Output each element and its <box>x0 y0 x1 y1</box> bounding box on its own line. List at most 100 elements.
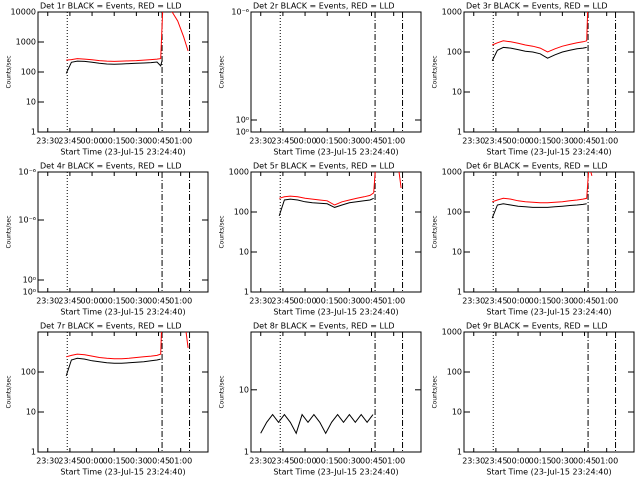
x-tick-label: 00:45 <box>147 137 170 146</box>
x-tick-label: 00:15 <box>529 137 552 146</box>
x-tick-label: 00:45 <box>360 457 383 466</box>
y-tick-label: 1000 <box>442 328 462 337</box>
x-tick-label: 00:45 <box>360 137 383 146</box>
y-tick-label: 10⁻⁶ <box>18 168 36 177</box>
plot-frame <box>37 171 209 293</box>
panel-title: Det 5r BLACK = Events, RED = LLD <box>253 162 395 171</box>
x-tick-label: 00:00 <box>81 457 104 466</box>
y-tick-label: 10 <box>239 248 249 257</box>
x-tick-label: 00:45 <box>360 297 383 306</box>
x-axis-label: Start Time (23-Jul-15 23:24:40) <box>486 148 611 157</box>
y-axis-label: Counts/sec <box>432 55 439 88</box>
x-tick-label: 23:30 <box>249 457 272 466</box>
x-axis-label: Start Time (23-Jul-15 23:24:40) <box>60 148 185 157</box>
data-line <box>491 203 587 219</box>
y-tick-label: 100 <box>447 208 462 217</box>
y-tick-label: 100 <box>447 48 462 57</box>
x-tick-label: 00:00 <box>294 297 317 306</box>
y-axis-label: Counts/sec <box>6 55 13 88</box>
x-tick-label: 01:00 <box>169 137 192 146</box>
x-tick-label: 23:30 <box>36 137 59 146</box>
y-tick-label: 100 <box>234 208 249 217</box>
x-axis-label: Start Time (23-Jul-15 23:24:40) <box>273 468 398 477</box>
panel-title: Det 6r BLACK = Events, RED = LLD <box>466 162 608 171</box>
x-tick-label: 00:30 <box>338 137 361 146</box>
x-tick-label: 00:30 <box>338 457 361 466</box>
x-tick-label: 00:15 <box>103 457 126 466</box>
y-tick-label: 10 <box>452 248 462 257</box>
x-tick-label: 00:15 <box>316 457 339 466</box>
y-tick-label: 1 <box>457 448 462 457</box>
x-tick-label: 00:30 <box>125 297 148 306</box>
x-tick-label: 00:00 <box>507 137 530 146</box>
y-tick-label: 1 <box>31 448 36 457</box>
x-tick-label: 00:15 <box>316 297 339 306</box>
x-tick-label: 00:00 <box>507 457 530 466</box>
x-tick-label: 01:00 <box>169 297 192 306</box>
data-line <box>491 46 587 62</box>
data-line <box>65 59 163 74</box>
y-tick-label: 1 <box>244 448 249 457</box>
y-tick-label: 1000 <box>442 168 462 177</box>
x-tick-label: 23:45 <box>271 457 294 466</box>
y-tick-label: 10 <box>239 385 249 394</box>
x-tick-label: 00:00 <box>294 137 317 146</box>
x-tick-label: 00:45 <box>147 457 170 466</box>
plot-frame <box>37 331 209 453</box>
x-tick-label: 01:00 <box>382 137 405 146</box>
x-tick-label: 01:00 <box>595 457 618 466</box>
x-tick-label: 23:30 <box>249 297 272 306</box>
x-axis-label: Start Time (23-Jul-15 23:24:40) <box>60 308 185 317</box>
x-axis-label: Start Time (23-Jul-15 23:24:40) <box>486 308 611 317</box>
plot-frame <box>37 11 209 133</box>
data-line <box>492 172 593 204</box>
x-tick-label: 00:30 <box>338 297 361 306</box>
y-tick-label: 10 <box>26 408 36 417</box>
x-axis-label: Start Time (23-Jul-15 23:24:40) <box>273 148 398 157</box>
plot-frame <box>250 331 422 453</box>
x-tick-label: 01:00 <box>595 137 618 146</box>
panel-title: Det 4r BLACK = Events, RED = LLD <box>40 162 182 171</box>
x-tick-label: 00:45 <box>573 457 596 466</box>
panel: Det 5r BLACK = Events, RED = LLD Counts/s… <box>219 162 422 317</box>
y-axis-label: Counts/sec <box>432 375 439 408</box>
x-tick-label: 23:45 <box>484 297 507 306</box>
y-axis-label: Counts/sec <box>219 375 226 408</box>
panel-title: Det 9r BLACK = Events, RED = LLD <box>466 322 608 331</box>
y-axis-label: Counts/sec <box>219 215 226 248</box>
y-tick-label: 100 <box>21 368 36 377</box>
y-tick-label: 1000 <box>16 38 36 47</box>
x-tick-label: 23:45 <box>271 137 294 146</box>
x-tick-label: 23:30 <box>462 457 485 466</box>
x-tick-label: 00:45 <box>573 137 596 146</box>
panel: Det 7r BLACK = Events, RED = LLD Counts/s… <box>6 322 209 477</box>
data-line <box>278 197 374 217</box>
x-tick-label: 00:00 <box>81 297 104 306</box>
panel-title: Det 7r BLACK = Events, RED = LLD <box>40 322 182 331</box>
y-tick-label: 1 <box>244 288 249 297</box>
x-tick-label: 23:45 <box>271 297 294 306</box>
x-tick-label: 23:30 <box>36 297 59 306</box>
x-tick-label: 00:15 <box>103 137 126 146</box>
plot-frame <box>463 171 635 293</box>
x-tick-label: 00:30 <box>551 137 574 146</box>
panel-title: Det 3r BLACK = Events, RED = LLD <box>466 2 608 11</box>
y-tick-label: 10⁻⁶ <box>18 216 36 225</box>
panel-title: Det 2r BLACK = Events, RED = LLD <box>253 2 395 11</box>
x-tick-label: 23:45 <box>58 457 81 466</box>
y-tick-label: 10 <box>26 98 36 107</box>
panel: Det 3r BLACK = Events, RED = LLD Counts/s… <box>432 2 635 157</box>
y-axis-label: Counts/sec <box>6 375 13 408</box>
data-line <box>66 12 189 62</box>
x-tick-label: 00:15 <box>103 297 126 306</box>
x-tick-label: 23:30 <box>462 137 485 146</box>
plot-frame <box>250 11 422 133</box>
y-tick-label: 10⁰ <box>236 128 249 137</box>
x-axis-label: Start Time (23-Jul-15 23:24:40) <box>273 308 398 317</box>
y-tick-label: 1 <box>31 128 36 137</box>
y-tick-label: 1000 <box>442 8 462 17</box>
y-tick-label: 10⁰ <box>23 288 36 297</box>
y-tick-label: 10⁻⁶ <box>231 8 249 17</box>
x-tick-label: 00:45 <box>147 297 170 306</box>
